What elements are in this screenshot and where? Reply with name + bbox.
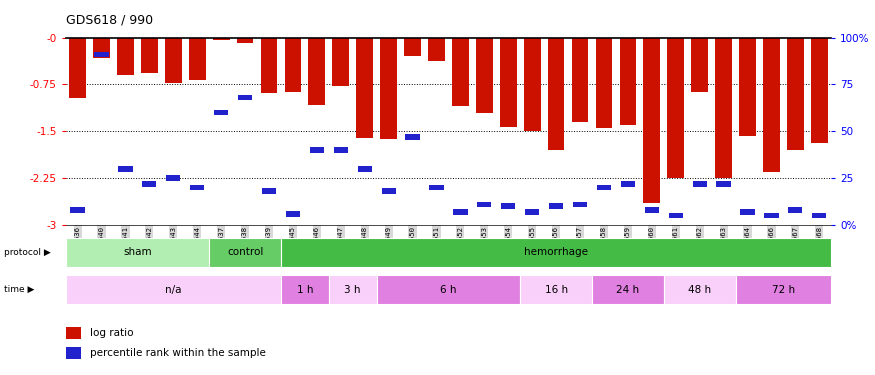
- Text: 16 h: 16 h: [544, 285, 568, 295]
- Bar: [358, 166, 372, 172]
- Bar: [118, 166, 132, 172]
- Bar: [309, 38, 326, 105]
- Bar: [213, 38, 229, 40]
- Bar: [765, 213, 779, 218]
- Bar: [404, 38, 421, 56]
- Bar: [763, 38, 780, 172]
- Bar: [787, 38, 804, 150]
- Bar: [381, 38, 397, 140]
- Text: 48 h: 48 h: [688, 285, 711, 295]
- Bar: [715, 38, 732, 178]
- Bar: [573, 202, 587, 207]
- Bar: [190, 185, 205, 190]
- Bar: [740, 209, 754, 214]
- Bar: [645, 207, 659, 213]
- Bar: [668, 38, 684, 178]
- Bar: [620, 181, 635, 187]
- Bar: [141, 38, 158, 73]
- Bar: [664, 275, 736, 304]
- Bar: [717, 181, 731, 187]
- Text: 6 h: 6 h: [440, 285, 457, 295]
- Bar: [94, 52, 108, 57]
- Bar: [310, 147, 324, 153]
- Text: GDS618 / 990: GDS618 / 990: [66, 13, 153, 26]
- Bar: [332, 38, 349, 86]
- Text: 3 h: 3 h: [345, 285, 361, 295]
- Bar: [164, 38, 182, 82]
- Text: log ratio: log ratio: [90, 328, 133, 338]
- Bar: [477, 202, 492, 207]
- Bar: [739, 38, 756, 136]
- Bar: [549, 203, 564, 209]
- Bar: [592, 275, 664, 304]
- Bar: [643, 38, 660, 203]
- Bar: [214, 110, 228, 116]
- Text: sham: sham: [123, 247, 151, 257]
- Bar: [501, 203, 515, 209]
- Bar: [500, 38, 516, 127]
- Bar: [668, 213, 682, 218]
- Bar: [430, 185, 444, 190]
- Bar: [71, 207, 85, 213]
- Bar: [93, 38, 110, 58]
- Text: hemorrhage: hemorrhage: [524, 247, 588, 257]
- Bar: [453, 209, 467, 214]
- Bar: [596, 38, 612, 128]
- Bar: [405, 134, 420, 140]
- Bar: [521, 275, 592, 304]
- Text: 72 h: 72 h: [772, 285, 795, 295]
- Bar: [524, 38, 541, 131]
- Bar: [692, 181, 707, 187]
- Bar: [788, 207, 802, 213]
- Bar: [66, 238, 209, 267]
- Text: control: control: [227, 247, 263, 257]
- Bar: [262, 188, 276, 194]
- Bar: [66, 275, 281, 304]
- Text: time ▶: time ▶: [4, 285, 35, 294]
- Bar: [117, 38, 134, 75]
- Bar: [238, 95, 252, 100]
- Bar: [428, 38, 444, 61]
- Text: protocol ▶: protocol ▶: [4, 248, 51, 257]
- Bar: [237, 38, 254, 42]
- Text: percentile rank within the sample: percentile rank within the sample: [90, 348, 266, 358]
- Bar: [452, 38, 469, 106]
- Bar: [66, 347, 81, 359]
- Bar: [281, 275, 329, 304]
- Bar: [166, 176, 180, 181]
- Bar: [281, 238, 831, 267]
- Bar: [284, 38, 301, 92]
- Bar: [333, 147, 348, 153]
- Bar: [811, 38, 828, 142]
- Bar: [476, 38, 493, 112]
- Bar: [356, 38, 373, 138]
- Bar: [69, 38, 86, 98]
- Bar: [66, 327, 81, 339]
- Bar: [548, 38, 564, 150]
- Bar: [691, 38, 708, 92]
- Bar: [143, 181, 157, 187]
- Bar: [525, 209, 539, 214]
- Bar: [382, 188, 396, 194]
- Text: 1 h: 1 h: [297, 285, 313, 295]
- Bar: [261, 38, 277, 93]
- Bar: [329, 275, 376, 304]
- Bar: [571, 38, 588, 122]
- Bar: [597, 185, 611, 190]
- Bar: [189, 38, 206, 80]
- Bar: [812, 213, 826, 218]
- Bar: [209, 238, 281, 267]
- Bar: [736, 275, 831, 304]
- Bar: [286, 211, 300, 216]
- Bar: [376, 275, 521, 304]
- Text: 24 h: 24 h: [616, 285, 640, 295]
- Bar: [620, 38, 636, 125]
- Text: n/a: n/a: [165, 285, 181, 295]
